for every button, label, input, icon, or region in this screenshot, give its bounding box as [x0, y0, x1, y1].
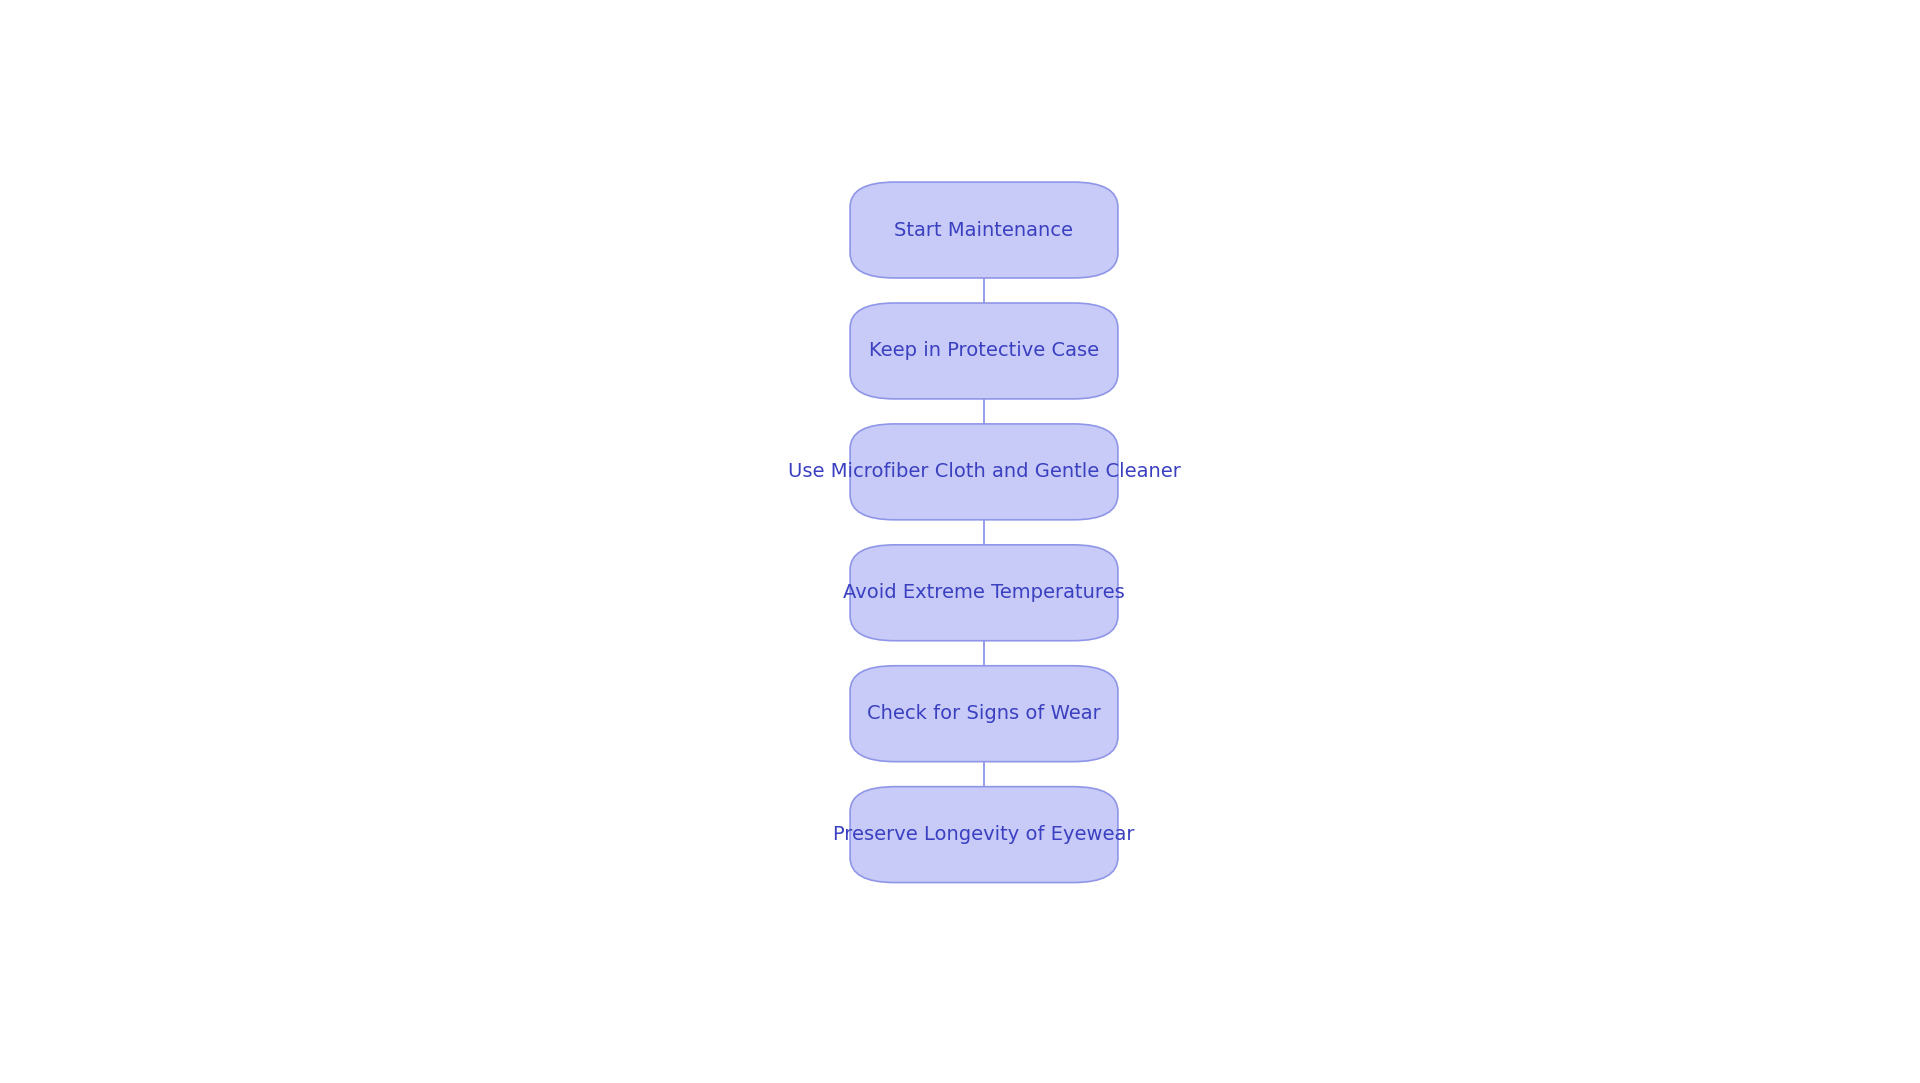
FancyBboxPatch shape: [851, 545, 1117, 641]
FancyBboxPatch shape: [851, 182, 1117, 278]
Text: Keep in Protective Case: Keep in Protective Case: [870, 341, 1098, 361]
Text: Preserve Longevity of Eyewear: Preserve Longevity of Eyewear: [833, 825, 1135, 844]
FancyBboxPatch shape: [851, 423, 1117, 520]
FancyBboxPatch shape: [851, 303, 1117, 399]
FancyBboxPatch shape: [851, 786, 1117, 883]
Text: Start Maintenance: Start Maintenance: [895, 221, 1073, 239]
FancyBboxPatch shape: [851, 666, 1117, 761]
Text: Use Microfiber Cloth and Gentle Cleaner: Use Microfiber Cloth and Gentle Cleaner: [787, 462, 1181, 481]
Text: Check for Signs of Wear: Check for Signs of Wear: [868, 704, 1100, 723]
Text: Avoid Extreme Temperatures: Avoid Extreme Temperatures: [843, 584, 1125, 602]
